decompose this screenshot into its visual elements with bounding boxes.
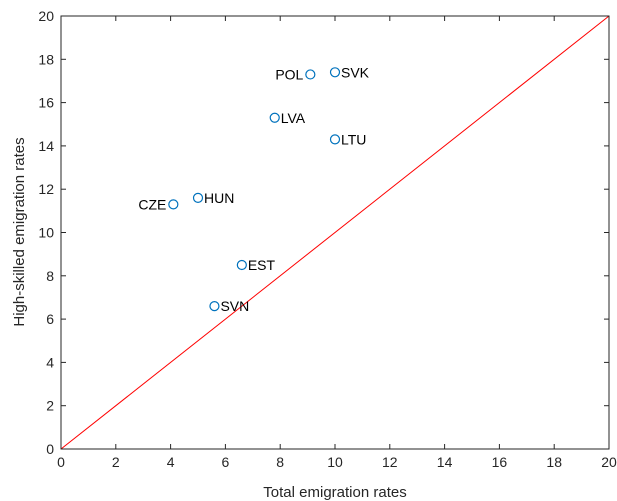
y-axis-label: High-skilled emigration rates <box>11 137 28 326</box>
point-label-cze: CZE <box>138 196 166 212</box>
x-tick-label: 20 <box>601 454 617 470</box>
x-tick-label: 18 <box>546 454 562 470</box>
y-tick-label: 8 <box>46 268 54 284</box>
data-point-est <box>236 259 247 271</box>
point-label-svn: SVN <box>220 298 249 314</box>
x-tick-label: 2 <box>112 454 120 470</box>
x-tick-label: 10 <box>327 454 343 470</box>
data-point-svk <box>329 67 341 78</box>
data-point-pol <box>305 69 316 80</box>
y-tick-label: 6 <box>46 311 54 327</box>
point-label-pol: POL <box>275 66 303 82</box>
data-point-ltu <box>329 134 341 145</box>
x-tick-label: 16 <box>492 454 508 470</box>
y-tick-label: 20 <box>38 8 54 24</box>
y-tick-label: 12 <box>38 181 54 197</box>
x-axis-label: Total emigration rates <box>263 484 406 501</box>
x-tick-label: 6 <box>222 454 230 470</box>
point-label-lva: LVA <box>281 110 306 126</box>
data-point-svn <box>209 301 220 312</box>
x-tick-label: 12 <box>382 454 398 470</box>
x-tick-label: 0 <box>57 454 65 470</box>
data-point-lva <box>269 112 280 123</box>
y-tick-label: 16 <box>38 95 54 111</box>
y-tick-label: 0 <box>46 441 54 457</box>
reference-line <box>60 15 610 450</box>
y-tick-label: 18 <box>38 51 54 67</box>
y-tick-label: 14 <box>38 138 54 154</box>
x-tick-label: 8 <box>276 454 284 470</box>
x-tick-label: 14 <box>437 454 453 470</box>
x-tick-label: 4 <box>167 454 175 470</box>
y-tick-label: 4 <box>46 354 54 370</box>
plot-frame <box>60 15 610 450</box>
point-label-hun: HUN <box>204 190 234 206</box>
y-tick-label: 2 <box>46 398 54 414</box>
data-point-cze <box>168 199 179 210</box>
data-point-hun <box>192 192 204 203</box>
point-label-svk: SVK <box>341 64 370 80</box>
point-label-ltu: LTU <box>341 131 366 147</box>
point-label-est: EST <box>248 257 276 273</box>
y-tick-label: 10 <box>38 225 54 241</box>
